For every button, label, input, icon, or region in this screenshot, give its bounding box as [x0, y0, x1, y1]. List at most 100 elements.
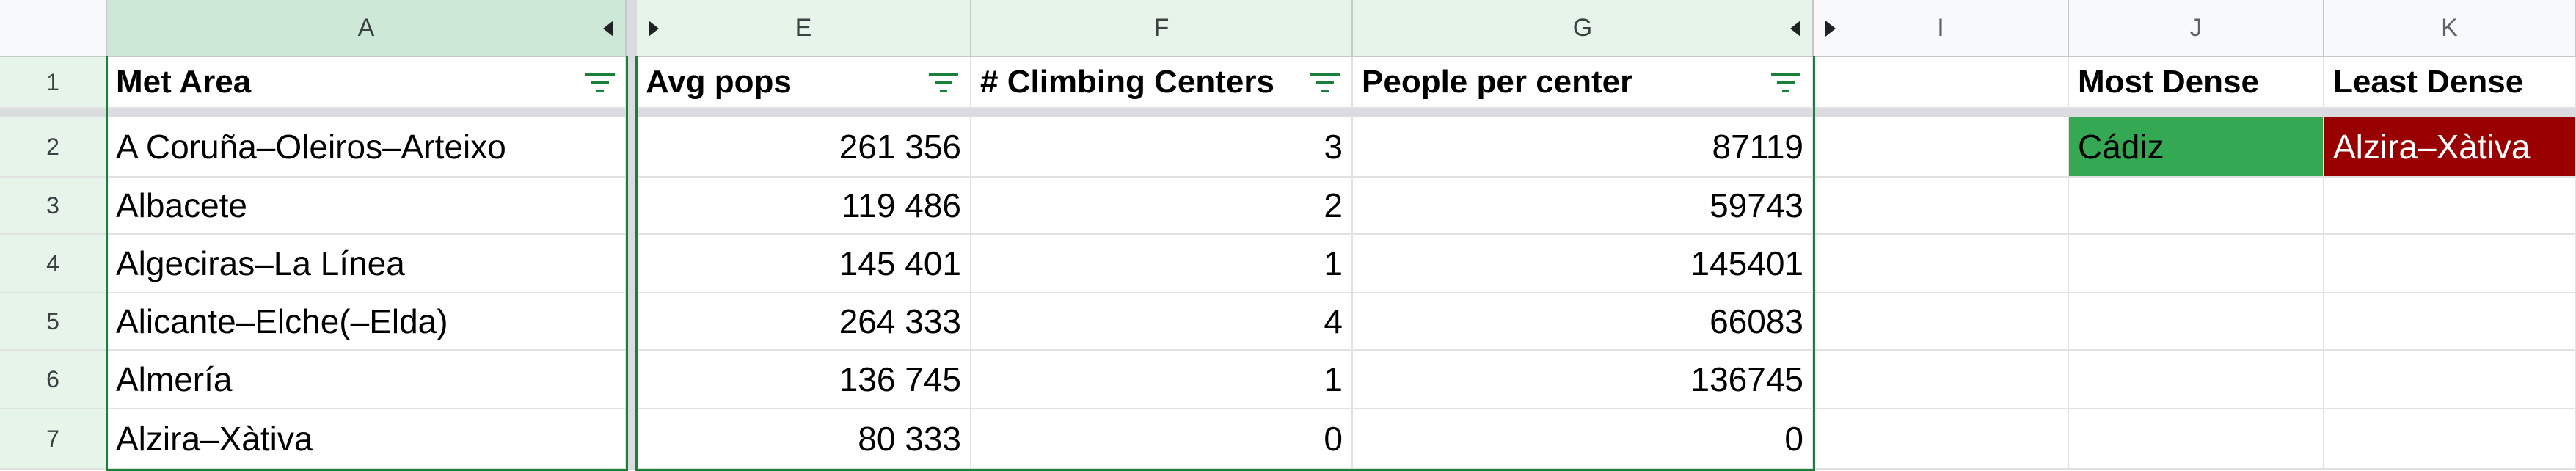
column-header-f[interactable]: F [971, 0, 1353, 57]
cell-k4[interactable] [2324, 235, 2576, 293]
header-label: Least Dense [2333, 64, 2524, 100]
cell-value: 87119 [1712, 128, 1803, 166]
filter-icon[interactable] [584, 72, 616, 94]
header-cell-climbing-centers[interactable]: # Climbing Centers [971, 57, 1353, 109]
cell-i3[interactable] [1814, 178, 2069, 235]
column-header-a[interactable]: A [107, 0, 627, 57]
row-header-7[interactable]: 7 [0, 409, 107, 470]
cell-i2[interactable] [1814, 117, 2069, 178]
cell-value: Alicante–Elche(–Elda) [116, 302, 448, 340]
chevron-right-icon[interactable] [649, 21, 659, 37]
cell-avg-pops[interactable]: 136 745 [637, 351, 971, 409]
cell-people-per-center[interactable]: 0 [1353, 409, 1814, 470]
cell-people-per-center[interactable]: 66083 [1353, 293, 1814, 351]
cell-met-area[interactable]: A Coruña–Oleiros–Arteixo [107, 117, 627, 178]
cell-i5[interactable] [1814, 293, 2069, 351]
cell-avg-pops[interactable]: 145 401 [637, 235, 971, 293]
cell-k5[interactable] [2324, 293, 2576, 351]
cell-i6[interactable] [1814, 351, 2069, 409]
cell-value: 2 [1324, 186, 1343, 224]
cell-people-per-center[interactable]: 145401 [1353, 235, 1814, 293]
row-number: 7 [46, 425, 59, 452]
filter-icon[interactable] [927, 72, 960, 94]
header-cell-least-dense[interactable]: Least Dense [2324, 57, 2576, 109]
cell-avg-pops[interactable]: 119 486 [637, 178, 971, 235]
row-header-4[interactable]: 4 [0, 235, 107, 293]
cell-i7[interactable] [1814, 409, 2069, 470]
cell-i1[interactable] [1814, 57, 2069, 109]
cell-value: 0 [1784, 420, 1803, 458]
row-header-1[interactable]: 1 [0, 57, 107, 109]
row-number: 1 [46, 68, 59, 95]
cell-j6[interactable] [2069, 351, 2324, 409]
cell-i4[interactable] [1814, 235, 2069, 293]
column-header-label: E [795, 13, 812, 42]
cell-met-area[interactable]: Albacete [107, 178, 627, 235]
cell-met-area[interactable]: Alzira–Xàtiva [107, 409, 627, 470]
header-cell-met-area[interactable]: Met Area [107, 57, 627, 109]
cell-j5[interactable] [2069, 293, 2324, 351]
header-label: People per center [1362, 64, 1633, 100]
header-cell-avg-pops[interactable]: Avg pops [637, 57, 971, 109]
cell-met-area[interactable]: Almería [107, 351, 627, 409]
row-number: 6 [46, 365, 59, 392]
column-header-g[interactable]: G [1353, 0, 1814, 57]
row-header-2[interactable]: 2 [0, 117, 107, 178]
column-header-k[interactable]: K [2324, 0, 2576, 57]
column-header-e[interactable]: E [637, 0, 971, 57]
cell-k3[interactable] [2324, 178, 2576, 235]
cell-j4[interactable] [2069, 235, 2324, 293]
cell-people-per-center[interactable]: 59743 [1353, 178, 1814, 235]
cell-people-per-center[interactable]: 136745 [1353, 351, 1814, 409]
cell-value: Alzira–Xàtiva [2333, 128, 2531, 166]
cell-climbing-centers[interactable]: 0 [971, 409, 1353, 470]
cell-value: A Coruña–Oleiros–Arteixo [116, 128, 506, 166]
cell-k7[interactable] [2324, 409, 2576, 470]
cell-avg-pops[interactable]: 264 333 [637, 293, 971, 351]
cell-climbing-centers[interactable]: 2 [971, 178, 1353, 235]
column-header-j[interactable]: J [2069, 0, 2324, 57]
cell-avg-pops[interactable]: 80 333 [637, 409, 971, 470]
filter-icon[interactable] [1309, 72, 1341, 94]
cell-value: 80 333 [858, 420, 961, 458]
cell-j3[interactable] [2069, 178, 2324, 235]
cell-climbing-centers[interactable]: 4 [971, 293, 1353, 351]
cell-value: Algeciras–La Línea [116, 244, 405, 282]
column-header-label: J [2189, 13, 2203, 42]
column-header-label: G [1572, 13, 1593, 42]
cell-value: Cádiz [2078, 128, 2164, 166]
row-number: 3 [46, 191, 59, 219]
cell-avg-pops[interactable]: 261 356 [637, 117, 971, 178]
cell-value: 119 486 [842, 186, 961, 224]
filter-icon[interactable] [1770, 72, 1802, 94]
cell-k6[interactable] [2324, 351, 2576, 409]
chevron-left-icon[interactable] [1790, 21, 1800, 37]
select-all-corner[interactable] [0, 0, 107, 57]
header-cell-people-per-center[interactable]: People per center [1353, 57, 1814, 109]
row-header-3[interactable]: 3 [0, 178, 107, 235]
cell-least-dense-value[interactable]: Alzira–Xàtiva [2324, 117, 2576, 178]
cell-value: 264 333 [839, 302, 961, 340]
cell-climbing-centers[interactable]: 3 [971, 117, 1353, 178]
chevron-right-icon[interactable] [1825, 21, 1836, 37]
cell-met-area[interactable]: Algeciras–La Línea [107, 235, 627, 293]
cell-climbing-centers[interactable]: 1 [971, 235, 1353, 293]
header-cell-most-dense[interactable]: Most Dense [2069, 57, 2324, 109]
frozen-column-divider[interactable] [627, 0, 637, 470]
cell-j7[interactable] [2069, 409, 2324, 470]
cell-met-area[interactable]: Alicante–Elche(–Elda) [107, 293, 627, 351]
header-label: Met Area [116, 64, 252, 100]
cell-climbing-centers[interactable]: 1 [971, 351, 1353, 409]
column-header-label: K [2441, 13, 2458, 42]
frozen-row-divider[interactable] [0, 109, 2576, 117]
cell-value: 59743 [1710, 186, 1803, 224]
row-header-6[interactable]: 6 [0, 351, 107, 409]
cell-value: 145 401 [839, 244, 961, 282]
row-number: 5 [46, 307, 59, 335]
column-header-i[interactable]: I [1814, 0, 2069, 57]
cell-most-dense-value[interactable]: Cádiz [2069, 117, 2324, 178]
row-header-5[interactable]: 5 [0, 293, 107, 351]
cell-value: 0 [1324, 420, 1343, 458]
chevron-left-icon[interactable] [603, 21, 613, 37]
cell-people-per-center[interactable]: 87119 [1353, 117, 1814, 178]
